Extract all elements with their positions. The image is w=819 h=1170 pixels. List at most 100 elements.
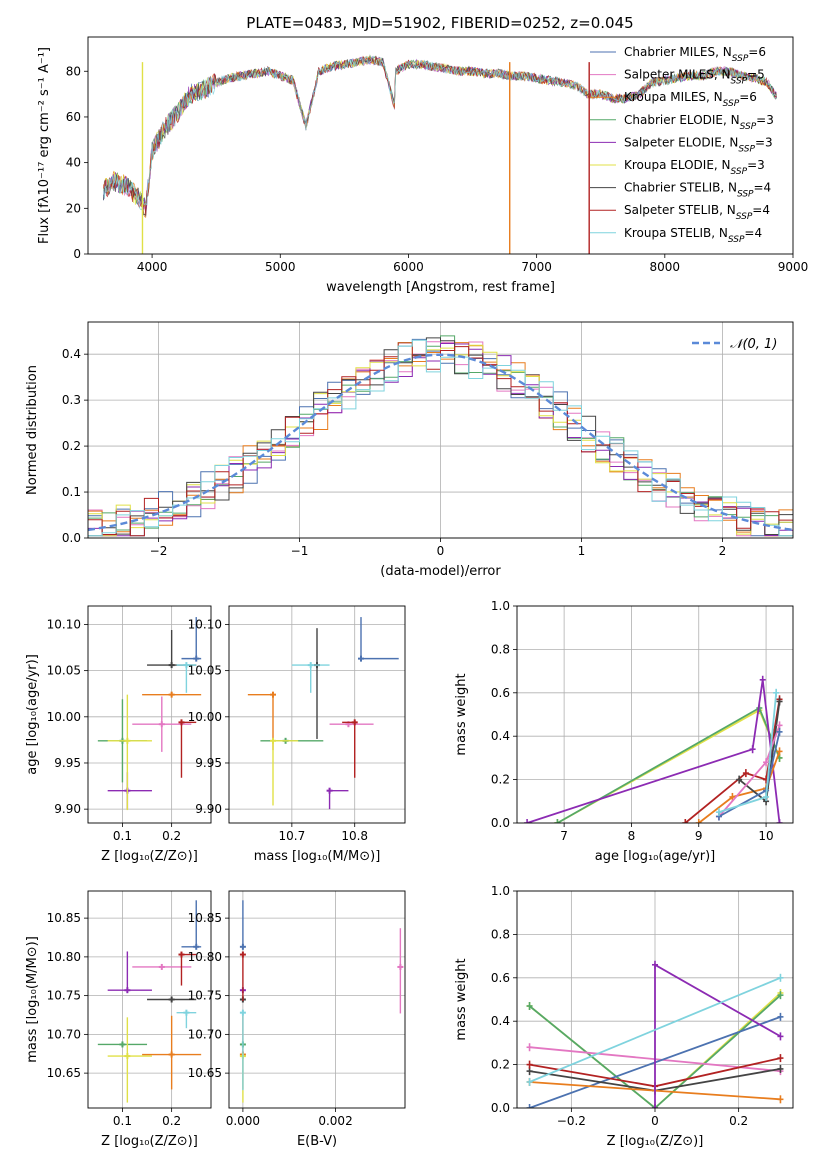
x-tick-label: 0 — [437, 544, 445, 558]
y-tick-label: 0.2 — [62, 439, 81, 453]
y-tick-label: 10.65 — [188, 1066, 222, 1080]
y-tick-label: 0.4 — [491, 1014, 510, 1028]
x-tick-label: 0.000 — [226, 1114, 260, 1128]
y-tick-label: 10.75 — [47, 989, 81, 1003]
x-tick-label: 7000 — [521, 260, 552, 274]
age-vs-Z-plot-area — [97, 617, 202, 811]
spectrum-line — [103, 55, 777, 211]
legend-entry: Chabrier MILES, NSSP=6 — [624, 45, 766, 64]
x-axis-label: age [log₁₀(age/yr)] — [595, 849, 716, 864]
y-tick-label: 10.80 — [188, 950, 222, 964]
x-tick-label: 9000 — [778, 260, 809, 274]
x-tick-label: −2 — [150, 544, 168, 558]
age-vs-Z-panel: 0.1 0.2 9.90 9.95 10.00 10.05 10.10 Z [log₁₀(Z/… — [25, 605, 212, 864]
legend-entry: Kroupa STELIB, NSSP=4 — [624, 226, 762, 245]
mass-vs-EBV-frame — [228, 890, 406, 1109]
x-tick-label: −0.2 — [557, 1114, 586, 1128]
legend-entry: Salpeter ELODIE, NSSP=3 — [624, 135, 773, 154]
series-line — [556, 708, 781, 823]
massweight-vs-age-frame — [516, 605, 794, 824]
y-tick-label: 0.4 — [62, 347, 81, 361]
y-tick-label: 10.70 — [188, 1027, 222, 1041]
x-tick-label: −1 — [291, 544, 309, 558]
y-tick-label: 10.80 — [47, 950, 81, 964]
y-axis-label: mass weight — [454, 673, 469, 755]
x-tick-label: 10 — [758, 829, 773, 843]
figure-title: PLATE=0483, MJD=51902, FIBERID=0252, z=0… — [246, 14, 633, 32]
y-axis-label: mass [log₁₀(M/M⊙)] — [25, 936, 40, 1063]
spectrum-plot-area — [103, 54, 777, 254]
legend-entry: Kroupa ELODIE, NSSP=3 — [624, 158, 765, 177]
y-tick-label: 0.8 — [491, 927, 510, 941]
y-tick-label: 0.1 — [62, 485, 81, 499]
y-axis-label: mass weight — [454, 958, 469, 1040]
x-tick-label: 10.7 — [278, 829, 305, 843]
mass-vs-EBV-plot-area — [239, 900, 404, 1103]
y-tick-label: 10.00 — [188, 710, 222, 724]
x-axis-label: Z [log₁₀(Z/Z⊙)] — [607, 1134, 704, 1149]
y-tick-label: 20 — [66, 201, 81, 215]
x-tick-label: 8 — [628, 829, 636, 843]
mass-vs-EBV-panel: 0.000 0.002 10.65 10.70 10.75 10.80 10.85 E(B-V… — [188, 890, 406, 1149]
x-tick-label: 7 — [560, 829, 568, 843]
y-tick-label: 10.70 — [47, 1027, 81, 1041]
series-line — [556, 706, 781, 823]
y-tick-label: 0.0 — [491, 1101, 510, 1115]
x-tick-label: 0.1 — [113, 1114, 132, 1128]
residual-histogram-plot-area — [88, 335, 793, 537]
y-tick-label: 0.2 — [491, 773, 510, 787]
y-tick-label: 0.4 — [491, 729, 510, 743]
y-tick-label: 9.90 — [54, 802, 81, 816]
y-tick-label: 60 — [66, 110, 81, 124]
massweight-vs-Z-panel: −0.2 0 0.2 0.0 0.2 0.4 0.6 0.8 1.0 Z [log₁₀(Z/Z⊙)… — [454, 884, 794, 1149]
legend-entry: Chabrier STELIB, NSSP=4 — [624, 181, 771, 200]
mass-vs-Z-panel: 0.1 0.2 10.65 10.70 10.75 10.80 10.85 Z [log₁₀(… — [25, 890, 212, 1149]
y-tick-label: 0.3 — [62, 393, 81, 407]
x-tick-label: 0.2 — [162, 829, 181, 843]
y-tick-label: 0.0 — [62, 531, 81, 545]
massweight-vs-Z-frame — [516, 890, 794, 1109]
y-tick-label: 10.00 — [47, 710, 81, 724]
age-vs-Z-frame — [87, 605, 212, 824]
y-tick-label: 10.85 — [188, 911, 222, 925]
legend-entry: Kroupa MILES, NSSP=6 — [624, 90, 757, 109]
legend-entry: Salpeter MILES, NSSP=5 — [624, 68, 765, 87]
series-line — [526, 679, 781, 823]
y-tick-label: 10.85 — [47, 911, 81, 925]
y-tick-label: 10.65 — [47, 1066, 81, 1080]
y-tick-label: 9.95 — [54, 756, 81, 770]
x-tick-label: 9 — [695, 829, 703, 843]
x-tick-label: 0.1 — [113, 829, 132, 843]
x-tick-label: 1 — [578, 544, 586, 558]
y-tick-label: 10.10 — [188, 617, 222, 631]
spectrum-panel: 4000 5000 6000 7000 8000 9000 0 20 40 60 80 wavelen… — [37, 36, 809, 295]
x-tick-label: 0.2 — [162, 1114, 181, 1128]
legend-entry: Salpeter STELIB, NSSP=4 — [624, 203, 770, 222]
y-tick-label: 40 — [66, 156, 81, 170]
y-tick-label: 1.0 — [491, 599, 510, 613]
y-tick-label: 0 — [73, 247, 81, 261]
x-tick-label: 0 — [651, 1114, 659, 1128]
y-tick-label: 0.8 — [491, 642, 510, 656]
y-tick-label: 10.05 — [188, 664, 222, 678]
x-tick-label: 5000 — [265, 260, 296, 274]
gaussian-curve — [88, 353, 793, 532]
series-line — [684, 699, 781, 823]
x-tick-label: 2 — [719, 544, 727, 558]
massweight-vs-age-plot-area — [524, 675, 783, 823]
y-tick-label: 0.6 — [491, 686, 510, 700]
x-tick-label: 8000 — [650, 260, 681, 274]
x-axis-label: Z [log₁₀(Z/Z⊙)] — [101, 849, 198, 864]
legend-entry: 𝒩(0, 1) — [730, 337, 777, 352]
y-axis-label: age [log₁₀(age/yr)] — [25, 654, 40, 775]
x-axis-label: Z [log₁₀(Z/Z⊙)] — [101, 1134, 198, 1149]
massweight-vs-age-panel: 7 8 9 10 0.0 0.2 0.4 0.6 0.8 1.0 age [log₁₀(age/yr… — [454, 599, 794, 864]
y-tick-label: 10.10 — [47, 617, 81, 631]
series-line — [529, 976, 781, 1083]
x-axis-label: mass [log₁₀(M/M⊙)] — [254, 849, 381, 864]
y-tick-label: 1.0 — [491, 884, 510, 898]
residual-histogram-frame — [87, 321, 794, 539]
y-axis-label: Flux [fλ10⁻¹⁷ erg cm⁻² s⁻¹ A⁻¹] — [37, 47, 52, 244]
y-tick-label: 10.75 — [188, 989, 222, 1003]
